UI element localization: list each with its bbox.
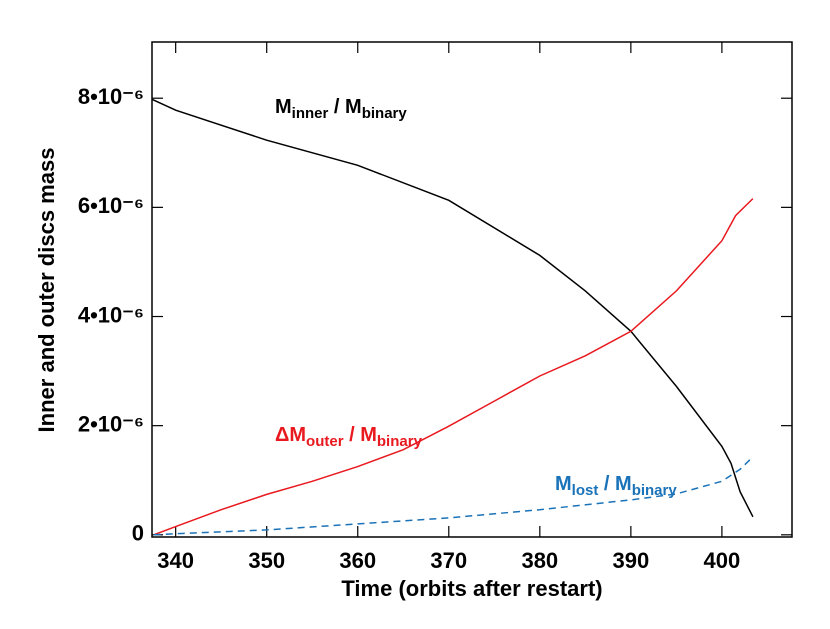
y-axis-label: Inner and outer discs mass: [34, 148, 59, 433]
x-tick-label: 390: [613, 548, 650, 573]
label-subscript: outer: [306, 433, 344, 450]
y-tick-label: 4•10⁻⁶: [78, 302, 144, 327]
label-text: / M: [598, 473, 631, 495]
x-tick-label: 370: [430, 548, 467, 573]
x-axis-label: Time (orbits after restart): [341, 576, 602, 601]
series-line: [151, 98, 754, 518]
x-tick-label: 360: [339, 548, 376, 573]
y-tick-label: 0: [132, 521, 144, 546]
x-tick-label: 350: [248, 548, 285, 573]
series-line: [153, 198, 754, 536]
y-tick-label: 2•10⁻⁶: [78, 411, 144, 436]
label-subscript: binary: [362, 105, 408, 122]
series-label: Minner / Mbinary: [275, 96, 407, 122]
y-tick-label: 8•10⁻⁶: [78, 84, 144, 109]
plot-frame: [151, 41, 793, 538]
label-text: M: [555, 473, 572, 495]
y-tick-label: 6•10⁻⁶: [78, 193, 144, 218]
series-line: [153, 456, 754, 536]
label-text: ΔM: [275, 424, 306, 446]
label-text: / M: [328, 96, 361, 118]
label-subscript: binary: [632, 482, 678, 499]
x-tick-label: 340: [157, 548, 194, 573]
label-text: M: [275, 96, 292, 118]
x-tick-label: 380: [521, 548, 558, 573]
series-label: ΔMouter / Mbinary: [275, 424, 423, 450]
label-subscript: inner: [292, 105, 329, 122]
series-label: Mlost / Mbinary: [555, 473, 677, 499]
x-tick-label: 400: [704, 548, 741, 573]
label-text: / M: [344, 424, 377, 446]
label-subscript: binary: [377, 433, 423, 450]
label-subscript: lost: [572, 482, 599, 499]
